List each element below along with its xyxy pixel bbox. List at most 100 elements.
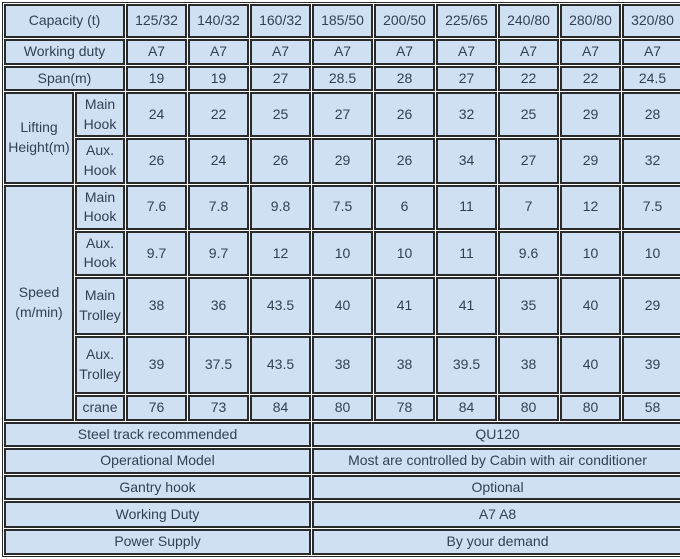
value-cell: 11 bbox=[436, 230, 498, 276]
value-cell: 27 bbox=[436, 65, 498, 92]
value-cell: A7 bbox=[436, 39, 498, 65]
value-cell: 40 bbox=[560, 335, 622, 394]
info-label-cell: Working Duty bbox=[4, 501, 312, 529]
sub-label-cell: Aux. Hook bbox=[75, 230, 126, 276]
value-cell: 9.7 bbox=[188, 230, 250, 276]
lifting-height-main-hook-row: Lifting Height(m) Main Hook 24 22 25 27 … bbox=[4, 92, 680, 184]
value-cell: 36 bbox=[188, 276, 250, 335]
value-cell: A7 bbox=[312, 39, 374, 65]
value-cell: 28 bbox=[374, 65, 436, 92]
capacity-value-cell: 125/32 bbox=[126, 4, 188, 38]
value-cell: 32 bbox=[436, 92, 498, 138]
info-value-cell: Optional bbox=[312, 474, 680, 501]
section-label-cell: Speed (m/min) bbox=[4, 184, 74, 421]
value-cell: 29 bbox=[622, 276, 680, 335]
value-cell: 27 bbox=[312, 92, 374, 138]
capacity-value-cell: 185/50 bbox=[312, 4, 374, 38]
value-cell: 73 bbox=[188, 394, 250, 421]
value-cell: 26 bbox=[374, 138, 436, 184]
value-cell: A7 bbox=[622, 39, 680, 65]
value-cell: 6 bbox=[374, 184, 436, 230]
value-cell: 7.8 bbox=[188, 184, 250, 230]
value-cell: 32 bbox=[622, 138, 680, 184]
value-cell: 29 bbox=[560, 92, 622, 138]
row-label-cell: Span(m) bbox=[4, 65, 126, 92]
value-cell: 28 bbox=[622, 92, 680, 138]
info-label-cell: Power Supply bbox=[4, 529, 312, 555]
value-cell: 9.6 bbox=[498, 230, 560, 276]
value-cell: 80 bbox=[312, 394, 374, 421]
sub-label-cell: Main Hook bbox=[75, 184, 126, 230]
info-row: Gantry hook Optional bbox=[4, 474, 680, 501]
sub-label-cell: crane bbox=[75, 394, 126, 421]
value-cell: 80 bbox=[498, 394, 560, 421]
value-cell: A7 bbox=[374, 39, 436, 65]
value-cell: 9.8 bbox=[250, 184, 312, 230]
value-cell: 7.6 bbox=[126, 184, 188, 230]
value-cell: A7 bbox=[126, 39, 188, 65]
working-duty-row: Working duty A7 A7 A7 A7 A7 A7 A7 A7 A7 bbox=[4, 39, 680, 65]
span-row: Span(m) 19 19 27 28.5 28 27 22 22 24.5 bbox=[4, 65, 680, 92]
value-cell: A7 bbox=[498, 39, 560, 65]
value-cell: 7.5 bbox=[622, 184, 680, 230]
capacity-value-cell: 225/65 bbox=[436, 4, 498, 38]
value-cell: 27 bbox=[498, 138, 560, 184]
value-cell: 38 bbox=[374, 335, 436, 394]
value-cell: 27 bbox=[250, 65, 312, 92]
capacity-value-cell: 320/80 bbox=[622, 4, 680, 38]
value-cell: 58 bbox=[622, 394, 680, 421]
value-cell: 41 bbox=[436, 276, 498, 335]
value-cell: 43.5 bbox=[250, 335, 312, 394]
info-row: Operational Model Most are controlled by… bbox=[4, 448, 680, 474]
value-cell: 84 bbox=[436, 394, 498, 421]
value-cell: 26 bbox=[126, 138, 188, 184]
value-cell: 38 bbox=[126, 276, 188, 335]
capacity-value-cell: 200/50 bbox=[374, 4, 436, 38]
value-cell: 39.5 bbox=[436, 335, 498, 394]
value-cell: A7 bbox=[250, 39, 312, 65]
capacity-value-cell: 140/32 bbox=[188, 4, 250, 38]
lifting-height-aux-hook-row: Aux. Hook 26 24 26 29 26 34 27 29 32 bbox=[4, 138, 680, 184]
value-cell: 19 bbox=[126, 65, 188, 92]
value-cell: 43.5 bbox=[250, 276, 312, 335]
sub-label-cell: Main Hook bbox=[75, 92, 126, 138]
value-cell: 41 bbox=[374, 276, 436, 335]
value-cell: 9.7 bbox=[126, 230, 188, 276]
speed-crane-row: crane 76 73 84 80 78 84 80 80 58 bbox=[4, 394, 680, 421]
value-cell: 39 bbox=[622, 335, 680, 394]
capacity-value-cell: 240/80 bbox=[498, 4, 560, 38]
sub-label-cell: Main Trolley bbox=[75, 276, 126, 335]
section-label-cell: Lifting Height(m) bbox=[4, 92, 74, 184]
value-cell: 11 bbox=[436, 184, 498, 230]
value-cell: 12 bbox=[560, 184, 622, 230]
value-cell: 24 bbox=[126, 92, 188, 138]
info-row: Working Duty A7 A8 bbox=[4, 501, 680, 529]
value-cell: 22 bbox=[560, 65, 622, 92]
info-row: Power Supply By your demand bbox=[4, 529, 680, 555]
speed-aux-hook-row: Aux. Hook 9.7 9.7 12 10 10 11 9.6 10 10 bbox=[4, 230, 680, 276]
value-cell: 24.5 bbox=[622, 65, 680, 92]
sub-label-cell: Aux. Trolley bbox=[75, 335, 126, 394]
value-cell: A7 bbox=[188, 39, 250, 65]
value-cell: 29 bbox=[560, 138, 622, 184]
speed-aux-trolley-row: Aux. Trolley 39 37.5 43.5 38 38 39.5 38 … bbox=[4, 335, 680, 394]
capacity-row: Capacity (t) 125/32 140/32 160/32 185/50… bbox=[4, 4, 680, 38]
info-value-cell: QU120 bbox=[312, 421, 680, 448]
info-label-cell: Steel track recommended bbox=[4, 421, 312, 448]
row-label-cell: Working duty bbox=[4, 39, 126, 65]
value-cell: 26 bbox=[374, 92, 436, 138]
value-cell: 25 bbox=[498, 92, 560, 138]
sub-label-cell: Aux. Hook bbox=[75, 138, 126, 184]
value-cell: 40 bbox=[560, 276, 622, 335]
value-cell: 26 bbox=[250, 138, 312, 184]
value-cell: 19 bbox=[188, 65, 250, 92]
speed-main-trolley-row: Main Trolley 38 36 43.5 40 41 41 35 40 2… bbox=[4, 276, 680, 335]
value-cell: 29 bbox=[312, 138, 374, 184]
speed-main-hook-row: Speed (m/min) Main Hook 7.6 7.8 9.8 7.5 … bbox=[4, 184, 680, 421]
value-cell: 40 bbox=[312, 276, 374, 335]
capacity-value-cell: 280/80 bbox=[560, 4, 622, 38]
value-cell: 76 bbox=[126, 394, 188, 421]
value-cell: 80 bbox=[560, 394, 622, 421]
